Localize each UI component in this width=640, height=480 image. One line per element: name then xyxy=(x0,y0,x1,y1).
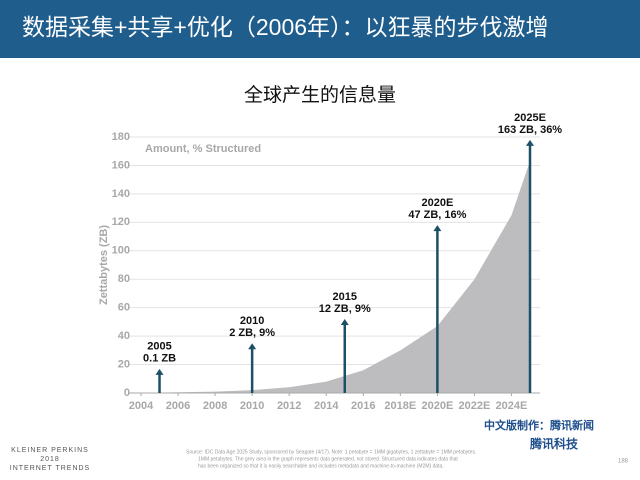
x-tick-label: 2004 xyxy=(129,400,154,412)
brand-line: INTERNET TRENDS xyxy=(10,465,90,472)
y-tick-label: 0 xyxy=(124,387,130,399)
annotation-label: 2005 xyxy=(147,341,171,353)
annotation-label: 47 ZB, 16% xyxy=(408,209,466,221)
x-tick-label: 2012 xyxy=(277,400,301,412)
x-tick-label: 2016 xyxy=(351,400,375,412)
annotation-label: 163 ZB, 36% xyxy=(498,124,562,136)
credit-box xyxy=(476,415,620,457)
annotation-label: 2025E xyxy=(514,112,546,124)
source-line: Source: IDC Data Age 2025 Study, sponsor… xyxy=(186,449,476,455)
y-tick-label: 80 xyxy=(118,273,130,285)
y-tick-label: 20 xyxy=(118,358,130,370)
slide-title: 数据采集+共享+优化（2006年）：以狂暴的步伐激增 xyxy=(22,14,549,40)
y-tick-label: 180 xyxy=(112,131,130,143)
y-tick-label: 40 xyxy=(118,330,130,342)
brand-line: KLEINER PERKINS xyxy=(11,447,89,454)
y-tick-label: 100 xyxy=(112,245,130,257)
x-tick-label: 2024E xyxy=(496,400,528,412)
annotation-label: 12 ZB, 9% xyxy=(319,303,371,315)
x-tick-label: 2022E xyxy=(459,400,491,412)
arrow-head xyxy=(155,368,164,375)
footer-brand: KLEINER PERKINS 2018 INTERNET TRENDS xyxy=(10,447,90,472)
arrow-head xyxy=(433,225,442,232)
area xyxy=(141,161,530,393)
annotation-label: 2015 xyxy=(333,291,357,303)
x-tick-label: 2006 xyxy=(166,400,190,412)
annotation-label: 0.1 ZB xyxy=(143,353,176,365)
x-tick-label: 2010 xyxy=(240,400,264,412)
y-tick-label: 160 xyxy=(112,159,130,171)
x-tick-label: 2014 xyxy=(314,400,339,412)
chart-title: 全球产生的信息量 xyxy=(244,84,396,106)
y-tick-label: 140 xyxy=(112,188,130,200)
plot: 0 20 40 60 80 100 120 140 160 180 2004 2006 2008 2010… xyxy=(112,112,563,412)
source-line: has been organized so that it is easily … xyxy=(198,463,444,469)
x-tick-label: 2008 xyxy=(203,400,227,412)
brand-line: 2018 xyxy=(40,456,60,463)
x-tick-label: 2018E xyxy=(384,400,416,412)
arrow-head xyxy=(526,139,534,146)
x-tick-label: 2020E xyxy=(421,400,453,412)
y-tick-label: 120 xyxy=(112,216,130,228)
credit-line: 腾讯科技 xyxy=(529,436,579,451)
arrow-head xyxy=(248,343,257,350)
annotation-label: 2 ZB, 9% xyxy=(229,327,275,339)
y-axis-label: Zettabytes (ZB) xyxy=(98,225,110,305)
header-bar xyxy=(0,0,640,58)
source-line: 1MM petabytes. The grey area in the grap… xyxy=(198,456,458,462)
page-number: 188 xyxy=(618,459,629,465)
annotation-label: 2020E xyxy=(421,197,453,209)
credit-line: 中文版制作：腾讯新闻 xyxy=(484,418,594,432)
chart-subtitle: Amount, % Structured xyxy=(145,143,261,155)
y-tick-label: 60 xyxy=(118,302,130,314)
arrow-head xyxy=(340,319,349,326)
annotation-label: 2010 xyxy=(240,315,264,327)
